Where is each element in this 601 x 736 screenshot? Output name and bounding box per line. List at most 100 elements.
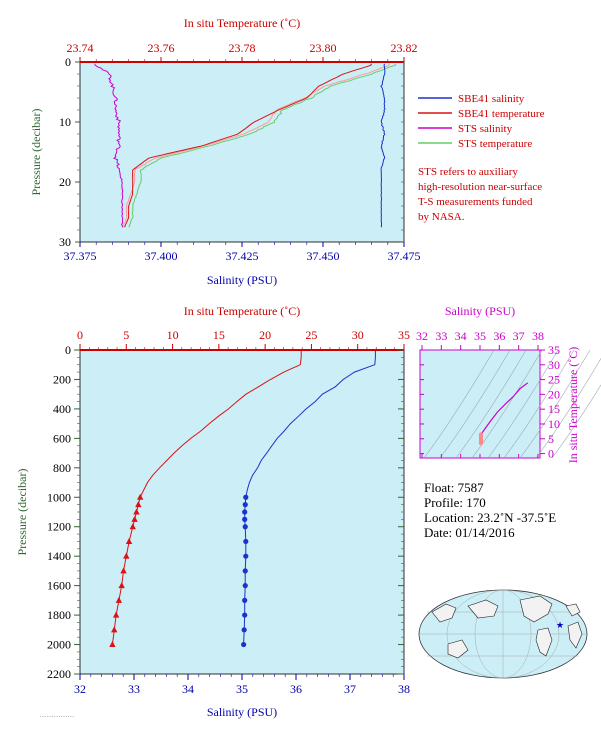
main-sal-tick-label: 32 [74, 682, 86, 696]
map-land-siberia [467, 599, 499, 619]
main-pres-tick-label: 1400 [47, 549, 71, 563]
main-temperature-line [111, 350, 302, 645]
top-series-sts-temperature [128, 63, 397, 228]
legend-label-sbe-salinity: SBE41 salinity [458, 93, 525, 105]
location: Location: 23.2˚N -37.5˚E [424, 510, 556, 525]
map-land-north-america [519, 595, 553, 623]
main-temp-tick-label: 25 [305, 328, 317, 342]
temperature-marker [129, 523, 136, 530]
legend-label-sts-salinity: STS salinity [458, 123, 513, 135]
main-temp-tick-label: 35 [398, 328, 410, 342]
main-panel-series [109, 350, 376, 648]
ts-density-contour [423, 349, 495, 459]
salinity-marker [242, 509, 248, 515]
sts-note-line-3: T-S measurements funded [418, 196, 533, 208]
salinity-marker [242, 524, 248, 530]
ts-temp-tick-label: 15 [548, 402, 560, 416]
salinity-marker [242, 568, 248, 574]
top-panel-axes: 23.74 23.76 23.78 23.80 23.82 37.375 37.400 37.… [59, 41, 421, 263]
main-pres-tick-label: 600 [53, 431, 71, 445]
sts-note-line-4: by NASA. [418, 211, 465, 223]
ts-temp-tick-label: 0 [548, 447, 554, 461]
main-salinity-line [243, 350, 376, 645]
sts-note-line-2: high-resolution near-surface [418, 181, 542, 193]
temperature-marker [131, 515, 138, 522]
top-plot-area [79, 61, 405, 243]
main-pres-tick-label: 1800 [47, 608, 71, 622]
date: Date: 01/14/2016 [424, 525, 515, 540]
salinity-marker [242, 583, 248, 589]
ts-density-contour [487, 349, 559, 459]
map-land-australia [447, 639, 469, 659]
main-temp-tick-label: 10 [167, 328, 179, 342]
ts-sal-tick-label: 34 [455, 329, 467, 343]
float-info: Float: 7587 Profile: 170 Location: 23.2˚… [424, 480, 556, 540]
temperature-marker [112, 611, 120, 618]
ts-density-contour [455, 349, 527, 459]
top-panel: 23.74 23.76 23.78 23.80 23.82 37.375 37.400 37.… [29, 16, 421, 287]
legend-label-sts-temperature: STS temperature [458, 138, 532, 150]
main-pres-tick-label: 1000 [47, 490, 71, 504]
ts-temp-tick-label: 30 [548, 358, 560, 372]
top-sal-tick-label: 37.450 [307, 249, 340, 263]
ts-panel-series [478, 382, 529, 446]
main-temp-tick-label: 30 [352, 328, 364, 342]
temperature-marker [115, 596, 123, 603]
main-temp-axis-title: In situ Temperature (˚C) [184, 304, 301, 318]
top-temp-tick-label: 23.74 [67, 41, 94, 55]
ts-sal-tick-label: 35 [474, 329, 486, 343]
ts-deep-marker [478, 432, 483, 437]
top-temp-tick-label: 23.78 [229, 41, 256, 55]
top-sal-tick-label: 37.375 [64, 249, 97, 263]
temperature-marker [136, 493, 144, 500]
salinity-marker [242, 612, 248, 618]
ts-density-contour [471, 349, 543, 459]
ts-density-contour [551, 384, 601, 459]
temperature-marker [123, 552, 130, 559]
main-temp-tick-label: 0 [77, 328, 83, 342]
map-land-europe [565, 603, 581, 617]
legend-label-sbe-temperature: SBE41 temperature [458, 108, 545, 120]
top-pressure-axis-title: Pressure (decibar) [29, 109, 43, 196]
ts-sal-tick-label: 33 [435, 329, 447, 343]
main-sal-tick-label: 35 [236, 682, 248, 696]
profile-number: Profile: 170 [424, 495, 486, 510]
top-panel-series [94, 63, 397, 228]
ts-temp-tick-label: 35 [548, 343, 560, 357]
temperature-marker [133, 508, 140, 515]
map-land [431, 595, 583, 659]
main-sal-tick-label: 37 [344, 682, 356, 696]
main-plot-area [79, 349, 405, 675]
main-sal-tick-label: 33 [128, 682, 140, 696]
main-sal-tick-label: 36 [290, 682, 302, 696]
ts-temp-tick-label: 20 [548, 387, 560, 401]
top-sal-tick-label: 37.425 [226, 249, 259, 263]
salinity-marker [243, 538, 249, 545]
ts-sal-tick-label: 37 [513, 329, 525, 343]
main-sal-tick-label: 38 [398, 682, 410, 696]
ts-temp-tick-label: 10 [548, 417, 560, 431]
top-pres-tick-label: 20 [59, 175, 71, 189]
salinity-marker [243, 553, 249, 559]
temperature-marker [135, 501, 142, 508]
ts-density-contour [519, 349, 591, 459]
top-sal-tick-label: 37.400 [145, 249, 178, 263]
salinity-marker [243, 494, 249, 500]
top-temp-axis-title: In situ Temperature (˚C) [184, 16, 301, 30]
main-pres-tick-label: 2000 [47, 638, 71, 652]
main-pres-tick-label: 2200 [47, 667, 71, 681]
temperature-marker [118, 582, 125, 589]
salinity-marker [241, 627, 247, 633]
main-pressure-axis-title: Pressure (decibar) [15, 469, 29, 556]
ts-density-contour [439, 349, 511, 459]
top-temp-tick-label: 23.82 [391, 41, 418, 55]
main-pres-tick-label: 1200 [47, 520, 71, 534]
ts-density-contours [423, 349, 601, 459]
top-sal-axis-title: Salinity (PSU) [207, 273, 277, 287]
ts-sal-axis-title: Salinity (PSU) [445, 304, 515, 318]
temperature-marker [111, 626, 118, 633]
map-land-africa [567, 621, 583, 649]
main-panel-axes: 0 5 10 15 20 25 30 35 32 33 34 35 36 37 38 0 200 400 600 80… [47, 328, 410, 696]
